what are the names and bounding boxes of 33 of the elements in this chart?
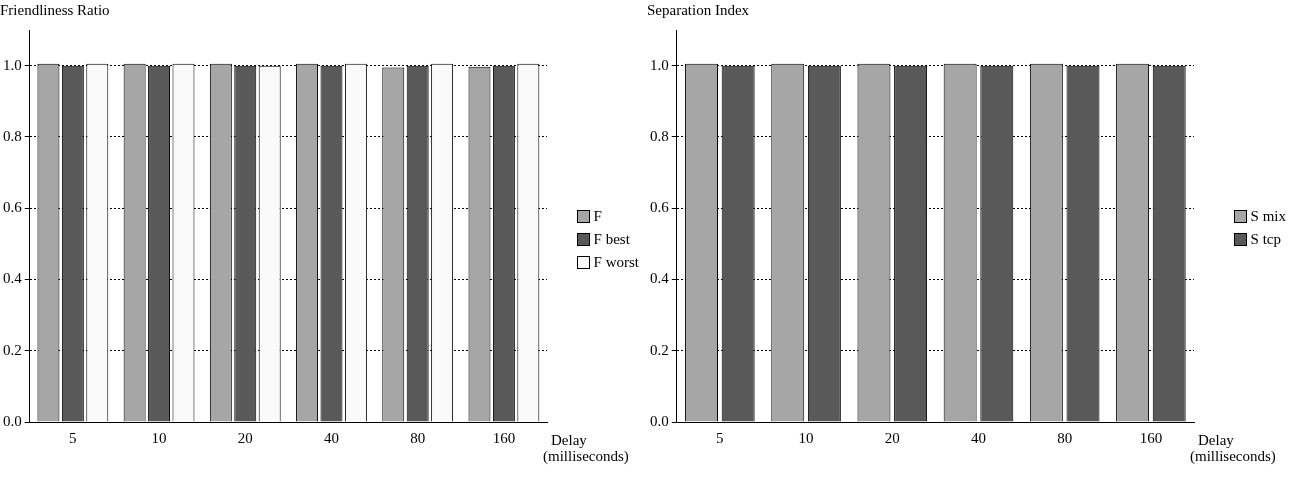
y-tick-label: 0.6 — [650, 199, 670, 216]
x-tick-label: 10 — [798, 429, 814, 446]
chart-title: Separation Index — [647, 1, 750, 18]
x-tick-label: 5 — [716, 429, 724, 446]
y-tick-label: 1.0 — [650, 56, 669, 73]
y-tick-label: 0.6 — [3, 199, 23, 216]
x-axis-title: Delay (milliseconds) — [543, 432, 629, 466]
legend-label: F — [593, 207, 602, 225]
y-tick-label: 0.0 — [650, 412, 669, 429]
y-tick-label: 1.0 — [3, 56, 22, 73]
x-tick-label: 80 — [410, 429, 426, 446]
legend-label: S mix — [1250, 207, 1286, 225]
x-tick-label: 20 — [884, 429, 900, 446]
legend-label: F best — [593, 230, 630, 248]
x-tick-label: 10 — [151, 429, 167, 446]
y-tick-label: 0.8 — [650, 127, 669, 144]
y-tick-label: 0.4 — [650, 270, 670, 287]
chart-title: Friendliness Ratio — [0, 1, 110, 18]
y-tick-label: 0.2 — [3, 341, 22, 358]
legend-label: F worst — [593, 253, 639, 271]
y-tick-label: 0.8 — [3, 127, 22, 144]
x-tick-label: 160 — [1139, 429, 1163, 446]
x-tick-label: 20 — [237, 429, 253, 446]
legend-label: S tcp — [1250, 230, 1281, 248]
y-tick-label: 0.4 — [3, 270, 23, 287]
x-axis-title: Delay (milliseconds) — [1190, 432, 1276, 466]
x-tick-label: 40 — [323, 429, 339, 446]
x-tick-label: 5 — [69, 429, 77, 446]
x-tick-label: 80 — [1057, 429, 1073, 446]
y-tick-label: 0.2 — [650, 341, 669, 358]
x-tick-label: 40 — [970, 429, 986, 446]
y-tick-label: 0.0 — [3, 412, 22, 429]
x-tick-label: 160 — [492, 429, 516, 446]
